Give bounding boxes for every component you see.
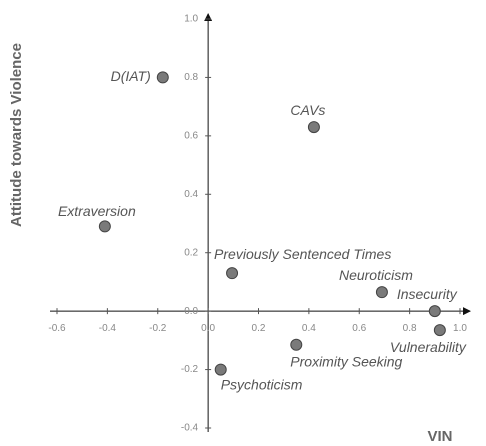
point (433, 324, 446, 337)
y-tick-label: -0.4 (181, 423, 199, 434)
y-tick-label: 0.8 (184, 72, 198, 83)
point-label: Proximity Seeking (290, 353, 402, 369)
point (214, 363, 227, 376)
point-label: D(IAT) (111, 68, 151, 84)
x-tick-label: 0.2 (252, 323, 266, 334)
x-axis-label: VIN (427, 428, 452, 445)
point (290, 338, 303, 351)
y-tick-label: 0.4 (184, 189, 198, 200)
x-tick-label: -0.4 (99, 323, 117, 334)
y-axis-label: Attitude towards Violence (8, 43, 25, 227)
point-label: Vulnerability (390, 339, 467, 355)
y-tick-label: 0.6 (184, 130, 198, 141)
point (98, 220, 111, 233)
point-label: CAVs (290, 102, 325, 118)
point (375, 286, 388, 299)
x-tick-label: 0.8 (403, 323, 417, 334)
y-tick-label: 1.0 (184, 14, 198, 25)
y-tick-label: 0.2 (184, 247, 198, 258)
point (428, 305, 441, 318)
point-label: Previously Sentenced Times (214, 246, 391, 262)
x-tick-label: -0.2 (149, 323, 167, 334)
x-tick-label: 0.4 (302, 323, 316, 334)
y-tick-label: 0.0 (184, 306, 198, 317)
x-tick-label: 0.6 (352, 323, 366, 334)
point-label: Psychoticism (221, 376, 303, 392)
point (156, 71, 169, 84)
point (307, 121, 320, 134)
point (226, 267, 239, 280)
x-tick-label: -0.6 (48, 323, 66, 334)
point-label: Insecurity (397, 286, 458, 302)
point-label: Extraversion (58, 203, 136, 219)
y-tick-label: -0.2 (181, 364, 199, 375)
point-label: Neuroticism (339, 267, 413, 283)
x-tick-label: 0.0 (201, 323, 215, 334)
x-tick-label: 1.0 (453, 323, 467, 334)
